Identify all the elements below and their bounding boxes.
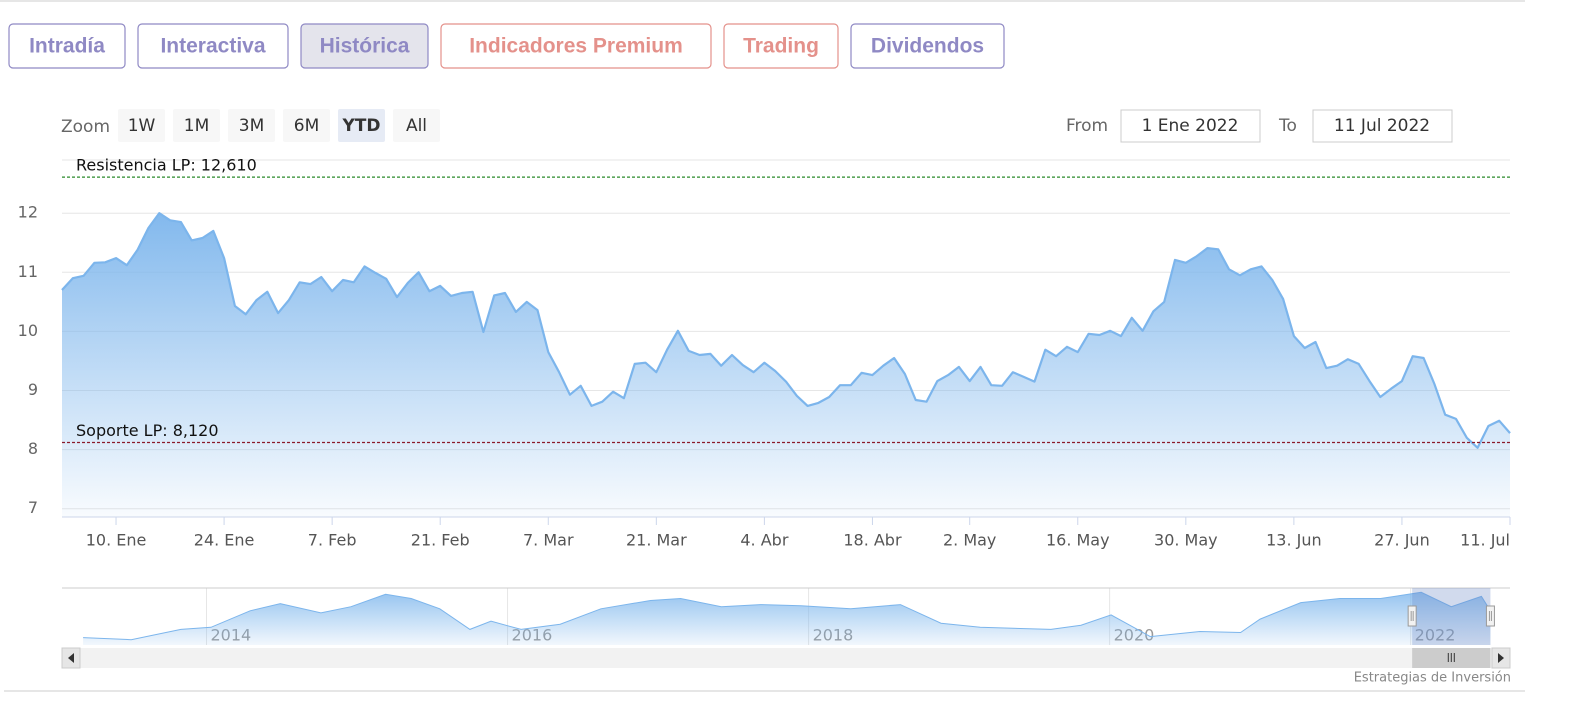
x-tick-label: 13. Jun <box>1266 531 1322 550</box>
zoom-button-label[interactable]: All <box>406 116 427 136</box>
x-tick-label: 11. Jul <box>1460 531 1510 550</box>
tab-button[interactable] <box>137 23 289 69</box>
tab-label[interactable]: Trading <box>743 35 819 58</box>
zoom-label: Zoom <box>61 117 110 137</box>
price-line <box>61 212 1511 449</box>
zoom-button[interactable] <box>118 109 165 142</box>
y-tick-label: 9 <box>28 380 38 399</box>
zoom-button[interactable] <box>228 109 275 142</box>
zoom-button[interactable] <box>338 109 385 142</box>
x-tick-label: 21. Feb <box>411 531 470 550</box>
tab-button[interactable] <box>850 23 1005 69</box>
zoom-button-label[interactable]: 1M <box>184 116 209 136</box>
to-input[interactable] <box>1312 109 1453 143</box>
tab-label[interactable]: Histórica <box>320 35 410 58</box>
arrow-left <box>68 653 74 663</box>
x-tick-label: 30. May <box>1154 531 1218 550</box>
x-tick-label: 16. May <box>1046 531 1110 550</box>
to-label: To <box>1278 116 1297 136</box>
x-tick-label: 27. Jun <box>1374 531 1430 550</box>
x-tick-label: 7. Feb <box>308 531 357 550</box>
x-tick-label: 21. Mar <box>626 531 687 550</box>
zoom-button-label[interactable]: 6M <box>294 116 319 136</box>
y-tick-label: 11 <box>18 262 38 281</box>
tab-label[interactable]: Intradía <box>29 35 105 58</box>
arrow-right <box>1498 653 1504 663</box>
plot-line-label: Resistencia LP: 12,610 <box>76 156 257 175</box>
x-tick-label: 24. Ene <box>194 531 255 550</box>
navigator-handle[interactable] <box>1407 605 1417 627</box>
tab-label[interactable]: Dividendos <box>871 35 984 58</box>
y-tick-label: 10 <box>18 321 38 340</box>
zoom-button[interactable] <box>283 109 330 142</box>
zoom-button-label[interactable]: YTD <box>341 116 380 136</box>
y-tick-label: 12 <box>18 203 38 222</box>
y-tick-label: 7 <box>28 498 38 517</box>
zoom-button[interactable] <box>173 109 220 142</box>
tab-label[interactable]: Indicadores Premium <box>469 35 683 58</box>
credits: Estrategias de Inversión <box>1354 671 1511 686</box>
navigator-area <box>83 592 1491 645</box>
x-tick-label: 4. Abr <box>740 531 788 550</box>
zoom-button-label[interactable]: 3M <box>239 116 264 136</box>
zoom-button-label[interactable]: 1W <box>128 116 156 136</box>
y-tick-label: 8 <box>28 439 38 458</box>
to-value[interactable]: 11 Jul 2022 <box>1334 116 1430 136</box>
zoom-button[interactable] <box>393 109 440 142</box>
x-tick-label: 7. Mar <box>523 531 574 550</box>
plot-line-label: Soporte LP: 8,120 <box>76 421 219 440</box>
tab-button[interactable] <box>440 23 712 69</box>
area-fill <box>62 213 1510 517</box>
x-tick-label: 18. Abr <box>843 531 902 550</box>
x-tick-label: 2. May <box>943 531 996 550</box>
navigator-selection[interactable] <box>1412 588 1491 645</box>
navigator-line <box>83 591 1491 641</box>
tab-button[interactable] <box>8 23 126 69</box>
navigator-handle[interactable] <box>1485 605 1495 627</box>
tab-label[interactable]: Interactiva <box>160 35 265 58</box>
from-value[interactable]: 1 Ene 2022 <box>1142 116 1239 136</box>
from-input[interactable] <box>1120 109 1261 143</box>
x-tick-label: 10. Ene <box>86 531 147 550</box>
from-label: From <box>1066 116 1108 136</box>
tab-button[interactable] <box>300 23 429 69</box>
tab-button[interactable] <box>723 23 839 69</box>
scrollbar-track <box>62 648 1510 668</box>
